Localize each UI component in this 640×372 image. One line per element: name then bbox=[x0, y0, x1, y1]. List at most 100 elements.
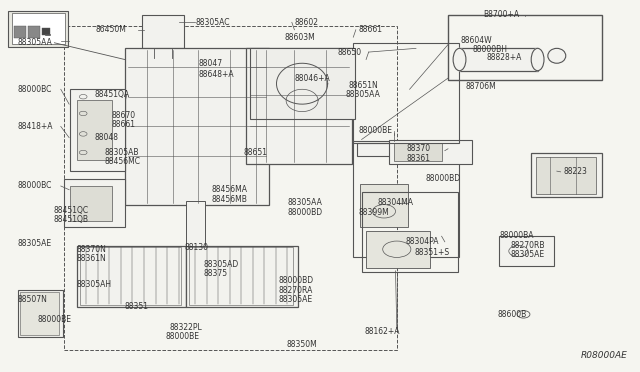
Text: 88304MA: 88304MA bbox=[378, 198, 413, 207]
Text: 88451QA: 88451QA bbox=[95, 90, 130, 99]
Bar bbox=[366, 231, 430, 268]
Polygon shape bbox=[77, 246, 186, 307]
Text: 88000BD: 88000BD bbox=[288, 208, 323, 217]
Text: 88604W: 88604W bbox=[461, 36, 492, 45]
Polygon shape bbox=[18, 290, 63, 337]
Text: 88305AB: 88305AB bbox=[104, 148, 139, 157]
Text: 88661: 88661 bbox=[112, 120, 136, 129]
Text: 88305AE: 88305AE bbox=[18, 239, 52, 248]
Text: 88305AA: 88305AA bbox=[18, 38, 52, 47]
Text: 88305AA: 88305AA bbox=[288, 198, 323, 207]
Polygon shape bbox=[357, 143, 448, 156]
Text: B8700+A: B8700+A bbox=[483, 10, 519, 19]
Text: 88451QB: 88451QB bbox=[53, 215, 88, 224]
Polygon shape bbox=[460, 48, 538, 71]
Text: 88162+A: 88162+A bbox=[365, 327, 400, 336]
Bar bbox=[70, 186, 112, 221]
Polygon shape bbox=[186, 246, 298, 307]
Bar bbox=[14, 26, 26, 38]
Text: 88000BE: 88000BE bbox=[37, 315, 71, 324]
Text: 88507N: 88507N bbox=[18, 295, 48, 304]
Text: 86450M: 86450M bbox=[96, 25, 127, 34]
Text: 88305AD: 88305AD bbox=[204, 260, 239, 269]
Text: 88651N: 88651N bbox=[349, 81, 378, 90]
Polygon shape bbox=[499, 236, 554, 266]
Text: 88370N: 88370N bbox=[77, 245, 107, 254]
Bar bbox=[42, 28, 50, 35]
Polygon shape bbox=[186, 201, 205, 246]
Bar bbox=[360, 184, 408, 227]
Bar bbox=[394, 143, 442, 161]
Ellipse shape bbox=[531, 48, 544, 71]
Polygon shape bbox=[142, 15, 184, 48]
Text: 88270RA: 88270RA bbox=[278, 286, 313, 295]
Text: 88270RB: 88270RB bbox=[511, 241, 545, 250]
Polygon shape bbox=[70, 89, 125, 171]
Text: 88304PA: 88304PA bbox=[405, 237, 438, 246]
Text: 88399M: 88399M bbox=[358, 208, 389, 217]
Text: 88361: 88361 bbox=[406, 154, 430, 163]
Polygon shape bbox=[64, 179, 125, 227]
Text: 88375: 88375 bbox=[204, 269, 228, 278]
Ellipse shape bbox=[548, 48, 566, 63]
Text: 88047: 88047 bbox=[198, 59, 223, 68]
Text: 88451QC: 88451QC bbox=[53, 206, 88, 215]
Text: 88648+A: 88648+A bbox=[198, 70, 234, 79]
Bar bbox=[12, 13, 65, 44]
Text: 88651: 88651 bbox=[243, 148, 268, 157]
Text: 88456MA: 88456MA bbox=[211, 185, 247, 194]
Bar bbox=[20, 292, 59, 335]
Bar bbox=[64, 26, 397, 350]
Text: 88661: 88661 bbox=[358, 25, 383, 34]
Text: 88000BE: 88000BE bbox=[358, 126, 392, 135]
Text: 88706M: 88706M bbox=[466, 82, 497, 91]
Bar bbox=[389, 140, 472, 164]
Text: 88000BD: 88000BD bbox=[278, 276, 314, 285]
Text: 88000BC: 88000BC bbox=[18, 182, 52, 190]
Bar bbox=[353, 43, 459, 143]
Text: 88418+A: 88418+A bbox=[18, 122, 53, 131]
Text: 88000BA: 88000BA bbox=[499, 231, 534, 240]
Bar bbox=[8, 11, 68, 46]
Text: 88456MB: 88456MB bbox=[211, 195, 247, 203]
Text: 88370: 88370 bbox=[406, 144, 431, 153]
Polygon shape bbox=[125, 48, 269, 205]
Text: 88305AA: 88305AA bbox=[346, 90, 380, 99]
Polygon shape bbox=[250, 48, 355, 119]
Text: R08000AE: R08000AE bbox=[580, 351, 627, 360]
Bar bbox=[448, 15, 602, 80]
Text: 88000BD: 88000BD bbox=[426, 174, 461, 183]
Text: 88322PL: 88322PL bbox=[170, 323, 202, 332]
Text: 88351: 88351 bbox=[125, 302, 149, 311]
Text: 88000BH: 88000BH bbox=[472, 45, 508, 54]
Text: 88305AE: 88305AE bbox=[511, 250, 545, 259]
Text: 88670: 88670 bbox=[112, 111, 136, 120]
Text: 88603M: 88603M bbox=[285, 33, 316, 42]
Text: 88650: 88650 bbox=[338, 48, 362, 57]
Bar bbox=[80, 247, 181, 305]
Polygon shape bbox=[531, 153, 602, 197]
Text: 88456MC: 88456MC bbox=[104, 157, 140, 166]
Text: 88361N: 88361N bbox=[77, 254, 106, 263]
Text: 88351+S: 88351+S bbox=[415, 248, 450, 257]
Polygon shape bbox=[246, 48, 352, 164]
Text: 88223: 88223 bbox=[563, 167, 587, 176]
Text: 88305AE: 88305AE bbox=[278, 295, 312, 304]
Ellipse shape bbox=[453, 48, 466, 71]
Text: 88350M: 88350M bbox=[287, 340, 317, 349]
Bar bbox=[536, 157, 596, 194]
Text: 88048: 88048 bbox=[95, 133, 119, 142]
Text: 88305AC: 88305AC bbox=[195, 18, 230, 27]
Text: 88046+A: 88046+A bbox=[294, 74, 330, 83]
Text: 88130: 88130 bbox=[184, 243, 209, 252]
Bar bbox=[353, 141, 459, 257]
Bar bbox=[189, 247, 293, 305]
Text: 88000BE: 88000BE bbox=[165, 332, 199, 341]
Text: 88828+A: 88828+A bbox=[486, 53, 522, 62]
Bar bbox=[77, 100, 112, 160]
Text: 88305AH: 88305AH bbox=[77, 280, 112, 289]
Bar bbox=[362, 192, 458, 272]
Text: 88602: 88602 bbox=[294, 18, 319, 27]
Text: 88600B: 88600B bbox=[498, 310, 527, 319]
Bar bbox=[28, 26, 40, 38]
